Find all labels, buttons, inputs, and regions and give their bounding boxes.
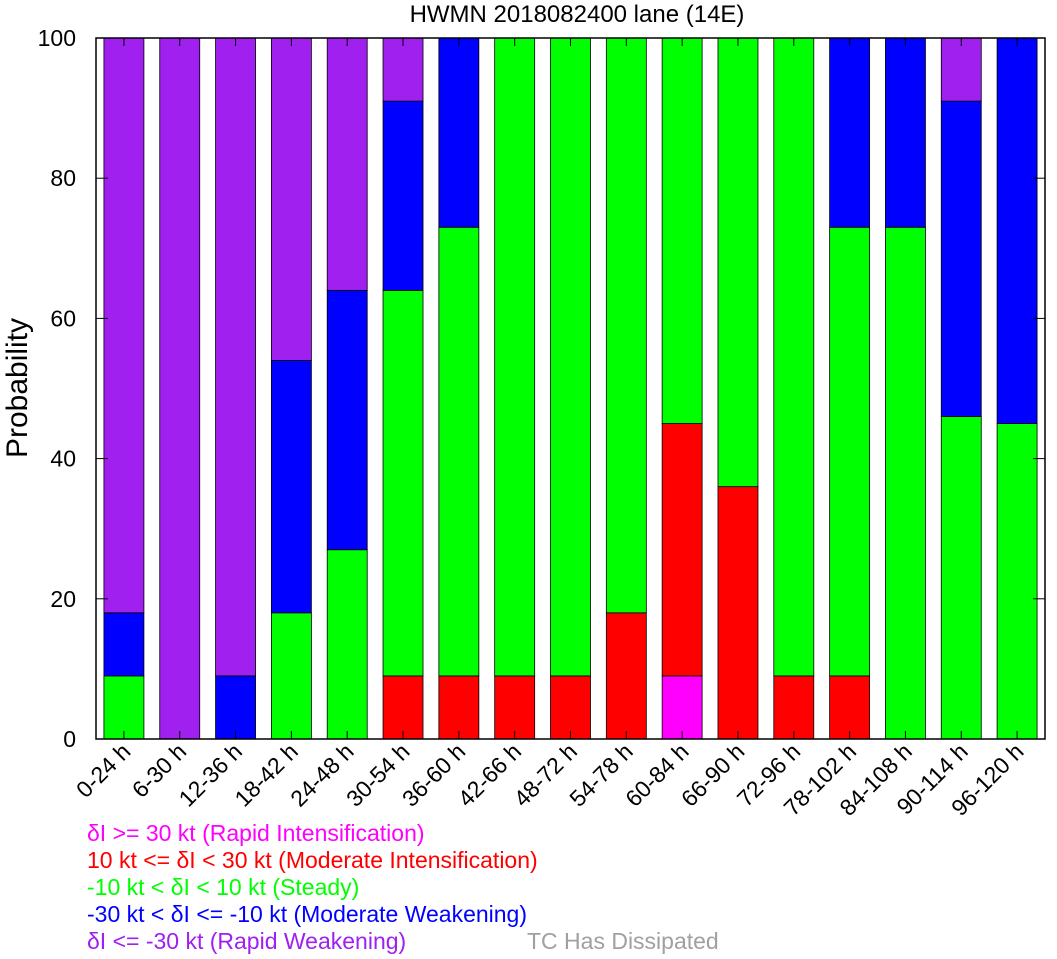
bar-segment-18-42h-s4 [270,37,312,361]
bar-segment-72-96h-s1 [773,675,815,740]
legend-label: δI <= -30 kt (Rapid Weakening) [87,928,407,954]
legend-entry-moderate-intensification: 10 kt <= δI < 30 kt (Moderate Intensific… [87,847,538,874]
bar-segment-24-48h-s3 [326,289,368,551]
bar-segment-78-102h-s1 [829,675,871,740]
bar-segment-24-48h-s4 [326,37,368,291]
bar-segment-78-102h-s2 [829,226,871,677]
bar-segment-0-24h-s4 [103,37,145,614]
y-tick-label: 80 [50,165,76,191]
bar-segment-24-48h-s2 [326,549,368,740]
legend-entry-rapid-intensification: δI >= 30 kt (Rapid Intensification) [87,820,538,847]
bar-segment-36-60h-s3 [438,37,480,228]
bar-segment-48-72h-s1 [550,675,591,740]
bar-segment-30-54h-s4 [382,37,424,102]
bar-segment-60-84h-s1 [661,423,703,677]
bar-segment-54-78h-s1 [605,612,647,740]
legend-dissipated-label: TC Has Dissipated [527,928,719,954]
bar-segment-78-102h-s3 [829,37,871,228]
bar-segment-60-84h-s0 [661,675,703,740]
legend: δI >= 30 kt (Rapid Intensification) 10 k… [87,820,719,955]
bar-segment-66-90h-s1 [717,486,759,740]
legend-label: 10 kt <= δI < 30 kt (Moderate Intensific… [87,847,538,873]
bar-segment-54-78h-s2 [605,37,647,614]
probability-bar-chart: HWMN 2018082400 lane (14E) Probability 0… [1,1,1046,820]
y-tick-label: 40 [50,446,76,472]
bar-segment-42-66h-s2 [494,37,536,677]
y-tick-label: 100 [38,25,76,51]
bar-segment-66-90h-s2 [717,37,759,488]
bar-segment-48-72h-s2 [550,37,591,677]
legend-entry-rapid-weakening: δI <= -30 kt (Rapid Weakening) TC Has Di… [87,928,719,955]
bar-segment-90-114h-s4 [940,37,982,102]
bar-segment-30-54h-s2 [382,289,424,677]
bar-segment-90-114h-s3 [940,100,982,417]
bar-segment-30-54h-s3 [382,100,424,291]
bar-segment-90-114h-s2 [940,416,982,740]
bar-segment-18-42h-s2 [270,612,312,740]
x-tick-label: 0-24 h [71,738,136,803]
chart-title: HWMN 2018082400 lane (14E) [410,1,745,28]
bar-segment-96-120h-s3 [996,37,1038,424]
bar-segment-36-60h-s1 [438,675,480,740]
legend-label: -30 kt < δI <= -10 kt (Moderate Weakenin… [87,901,528,927]
legend-entry-moderate-weakening: -30 kt < δI <= -10 kt (Moderate Weakenin… [87,901,538,928]
legend-label: δI >= 30 kt (Rapid Intensification) [87,820,425,846]
bars-group [103,37,1038,740]
y-tick-label: 20 [50,586,76,612]
y-axis-label: Probability [1,318,34,458]
legend-label: -10 kt < δI < 10 kt (Steady) [87,874,360,900]
bar-segment-96-120h-s2 [996,423,1038,740]
bar-segment-60-84h-s2 [661,37,703,424]
bar-segment-12-36h-s4 [215,37,256,677]
legend-entry-steady: -10 kt < δI < 10 kt (Steady) [87,874,538,901]
bar-segment-0-24h-s2 [103,675,145,740]
bar-segment-42-66h-s1 [494,675,536,740]
y-tick-label: 60 [50,305,76,331]
y-tick-label: 0 [63,726,76,752]
bar-segment-84-108h-s2 [885,226,926,740]
plot-frame [95,37,1046,740]
bar-segment-18-42h-s3 [270,360,312,614]
bar-segment-12-36h-s3 [215,675,256,740]
bar-segment-72-96h-s2 [773,37,815,677]
bar-segment-6-30h-s4 [159,37,201,740]
bar-segment-84-108h-s3 [885,37,926,228]
bar-segment-36-60h-s2 [438,226,480,677]
bar-segment-30-54h-s1 [382,675,424,740]
bar-segment-0-24h-s3 [103,612,145,677]
